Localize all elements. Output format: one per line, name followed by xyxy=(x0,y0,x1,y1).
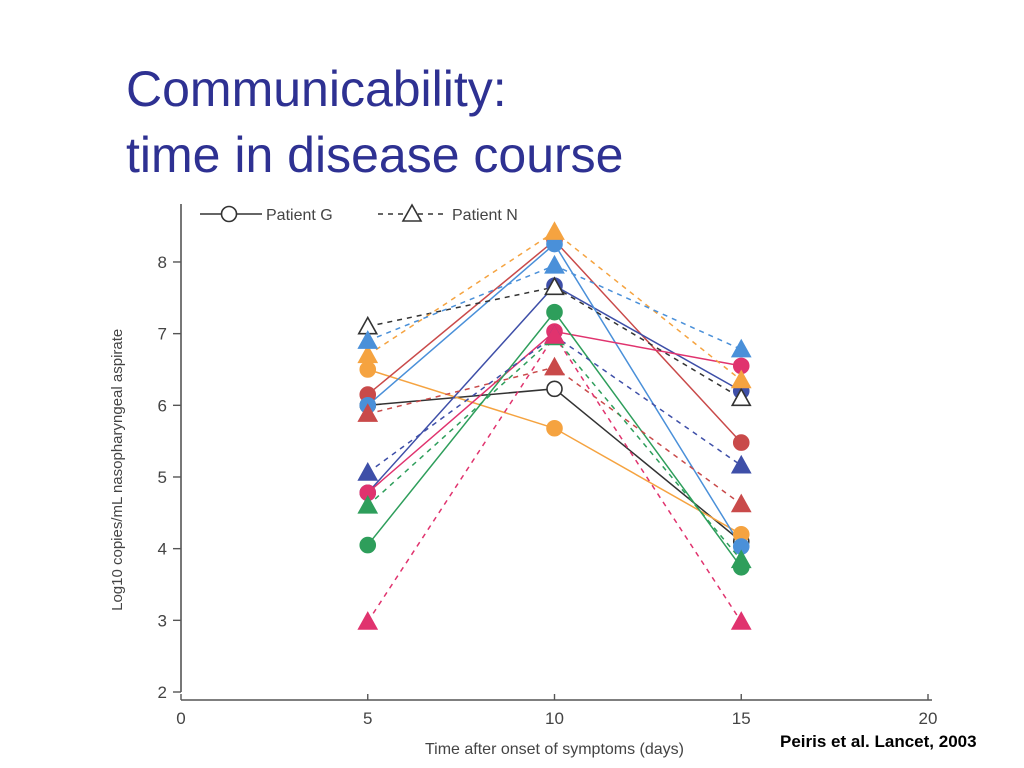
series-8-point xyxy=(544,276,565,296)
y-tick-label: 6 xyxy=(158,396,167,415)
chart-markers xyxy=(357,221,752,630)
legend-marker-patient-n xyxy=(401,203,423,222)
y-tick-label: 7 xyxy=(158,325,167,344)
series-10-point xyxy=(730,338,752,358)
series-line-14 xyxy=(367,334,742,623)
series-12-point xyxy=(357,462,379,481)
series-9-point xyxy=(730,369,752,389)
series-line-7 xyxy=(367,310,742,568)
legend-marker-patient-g xyxy=(220,205,238,223)
x-tick-label: 10 xyxy=(545,709,564,728)
x-tick-label: 20 xyxy=(919,709,938,728)
series-8-point xyxy=(730,387,752,407)
series-7-point xyxy=(359,536,377,554)
series-12-point xyxy=(730,454,752,474)
series-line-6 xyxy=(367,330,742,494)
x-axis-label: Time after onset of symptoms (days) xyxy=(425,741,684,758)
series-1-point xyxy=(546,380,563,398)
series-14-point xyxy=(544,325,565,344)
series-11-point xyxy=(357,403,379,422)
y-tick-label: 8 xyxy=(158,253,167,272)
chart-legend: Patient G Patient N xyxy=(200,203,518,224)
series-10-point xyxy=(544,254,565,274)
y-axis-label: Log10 copies/mL nasopharyngeal aspirate xyxy=(109,329,126,611)
citation: Peiris et al. Lancet, 2003 xyxy=(780,732,977,751)
series-13-point xyxy=(357,495,379,514)
chart-axes: 2 3 4 5 6 7 8 0 5 10 15 20 Time after onset of sympt… xyxy=(109,204,937,758)
series-9-point xyxy=(357,344,379,364)
title-line-1: Communicability: xyxy=(126,61,507,117)
x-tick-label: 0 xyxy=(176,709,185,728)
legend-label-patient-g: Patient G xyxy=(266,207,333,224)
series-13-point xyxy=(730,549,752,569)
y-tick-label: 3 xyxy=(158,611,167,630)
series-10-point xyxy=(357,330,379,349)
series-3-point xyxy=(732,434,750,451)
x-tick-label: 5 xyxy=(363,709,372,728)
y-tick-label: 4 xyxy=(158,540,167,559)
series-11-point xyxy=(544,356,565,376)
series-11-point xyxy=(730,493,752,513)
slide-title: Communicability: time in disease course xyxy=(126,56,623,188)
y-tick-label: 5 xyxy=(158,468,167,487)
title-line-2: time in disease course xyxy=(126,127,624,183)
series-2-point xyxy=(546,419,563,437)
y-tick-label: 2 xyxy=(158,683,167,702)
series-line-1 xyxy=(367,388,742,543)
series-9-point xyxy=(544,221,565,240)
x-tick-label: 15 xyxy=(732,709,751,728)
series-14-point xyxy=(730,611,752,630)
series-7-point xyxy=(546,303,563,321)
series-14-point xyxy=(357,611,379,630)
legend-label-patient-n: Patient N xyxy=(452,207,518,224)
series-2-point xyxy=(359,361,377,378)
